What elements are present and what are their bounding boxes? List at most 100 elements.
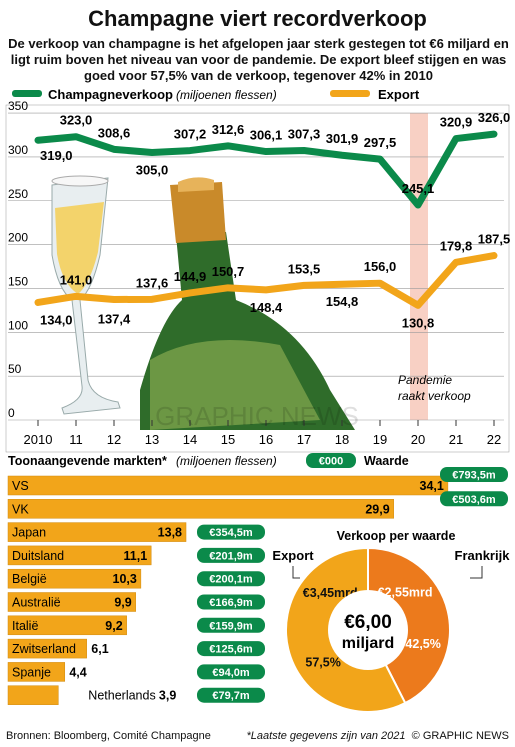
legend-orange-label: Export [378,87,420,102]
markets-bar-chart: VS 34,1 €793,5m VK 29,9 €503,6m Japan 13,8 €354,… [7,467,508,705]
money-badge [197,617,265,633]
bar-category-label: Australië [12,596,61,610]
bar-value-label: 34,1 [420,479,444,493]
x-tick-label: 21 [449,432,463,447]
legend-orange-swatch [330,90,370,97]
data-label: 326,0 [478,110,511,125]
markets-header-value: Waarde [364,454,409,468]
data-label: 245,1 [402,181,435,196]
money-label: €793,5m [452,470,496,482]
data-label: 148,4 [250,300,283,315]
money-badge [197,524,265,540]
champagne-bottle-illustration [140,177,355,430]
money-badge [197,594,265,610]
bar [7,615,127,636]
y-tick-label: 350 [8,99,28,113]
money-badge [197,571,265,587]
bar-category-label: Duitsland [12,549,64,563]
currency-badge-label: €000 [319,456,343,468]
x-tick-label: 18 [335,432,349,447]
pie-center-1: €6,00 [344,612,392,633]
bar-category-label: Japan [12,526,46,540]
data-label: 179,8 [440,238,473,253]
bar-category-label: België [12,572,47,586]
data-label: 312,6 [212,122,245,137]
bar-value-label: 3,9 [159,689,176,703]
money-label: €125,6m [209,644,253,656]
bar-value-label: 9,9 [114,596,131,610]
markets-header-label: Toonaangevende markten* [8,454,167,468]
y-tick-label: 0 [8,406,15,420]
money-label: €503,6m [452,494,496,506]
bar-category-label: Italië [12,619,38,633]
data-label: 319,0 [40,148,73,163]
bar [7,499,394,519]
bar [7,638,87,659]
x-tick-label: 14 [183,432,197,447]
footer-copyright: © GRAPHIC NEWS [411,730,509,742]
data-label: 187,5 [478,232,511,247]
data-label: 301,9 [326,131,359,146]
data-label: 153,5 [288,261,321,276]
money-label: €201,9m [209,550,253,562]
data-label: 154,8 [326,294,359,309]
pie-title: Verkoop per waarde [337,529,456,543]
page-subtitle: De verkoop van champagne is het afgelope… [8,36,509,83]
money-badge [197,641,265,657]
leader-line [292,566,300,579]
money-label: €354,5m [209,527,253,539]
x-axis: 2010 11 12 13 14 15 16 17 18 19 20 21 22 [24,420,501,447]
footer-source: Bronnen: Bloomberg, Comité Champagne [6,730,211,742]
markets-header-unit: (miljoenen flessen) [176,454,277,468]
data-label: 137,4 [98,312,131,327]
data-label: 307,3 [288,126,321,141]
money-badge [440,467,508,482]
bar-value-label: 29,9 [365,502,389,516]
bar-value-label: 4,4 [69,665,86,679]
y-tick-label: 300 [8,143,28,157]
legend-green-swatch [12,90,42,97]
data-label: 130,8 [402,315,435,330]
pie-chart: €2,55mrd 42,5% €3,45mrd 57,5% €6,00 miljard Ex… [272,546,511,713]
legend-green-unit: (miljoenen flessen) [176,88,277,102]
bar-category-label: VK [12,502,29,516]
x-tick-label: 11 [69,432,83,447]
pie-label-frankrijk: Frankrijk [455,548,511,563]
y-tick-label: 100 [8,318,28,332]
footer-note: *Laatste gegevens zijn van 2021 [246,730,406,742]
x-tick-label: 20 [411,432,425,447]
money-label: €94,0m [212,667,250,679]
bar [7,522,187,542]
bar-value-label: 11,1 [124,549,148,563]
data-label: 306,1 [250,128,283,143]
data-label: 323,0 [60,113,93,128]
leader-line [470,566,483,579]
x-tick-label: 22 [487,432,501,447]
x-tick-label: 13 [145,432,159,447]
data-label: 320,9 [440,115,473,130]
bar [7,568,142,589]
y-tick-label: 150 [8,274,28,288]
bar-value-label: 13,8 [158,526,182,540]
data-label: 144,9 [174,269,207,284]
bar-category-label: Spanje [12,665,51,679]
money-label: €166,9m [209,597,253,609]
data-label: 137,6 [136,275,169,290]
x-tick-label: 15 [221,432,235,447]
bar-value-label: 9,2 [105,619,122,633]
money-badge [197,687,265,703]
data-label: 134,0 [40,312,73,327]
pie-percent-label: 42,5% [405,637,440,651]
pie-label-export: Export [272,548,314,563]
currency-badge [306,453,356,468]
pie-hole [328,590,408,670]
data-label: 141,0 [60,272,93,287]
data-label: 308,6 [98,125,131,140]
bar-value-label: 10,3 [113,572,137,586]
footer-credit: *Laatste gegevens zijn van 2021 © GRAPHI… [247,730,509,742]
data-label: 305,0 [136,163,169,178]
bar [7,592,136,612]
pie-percent-label: 57,5% [305,656,340,670]
pie-amount-label: €3,45mrd [303,586,358,600]
x-tick-label: 2010 [24,432,53,447]
